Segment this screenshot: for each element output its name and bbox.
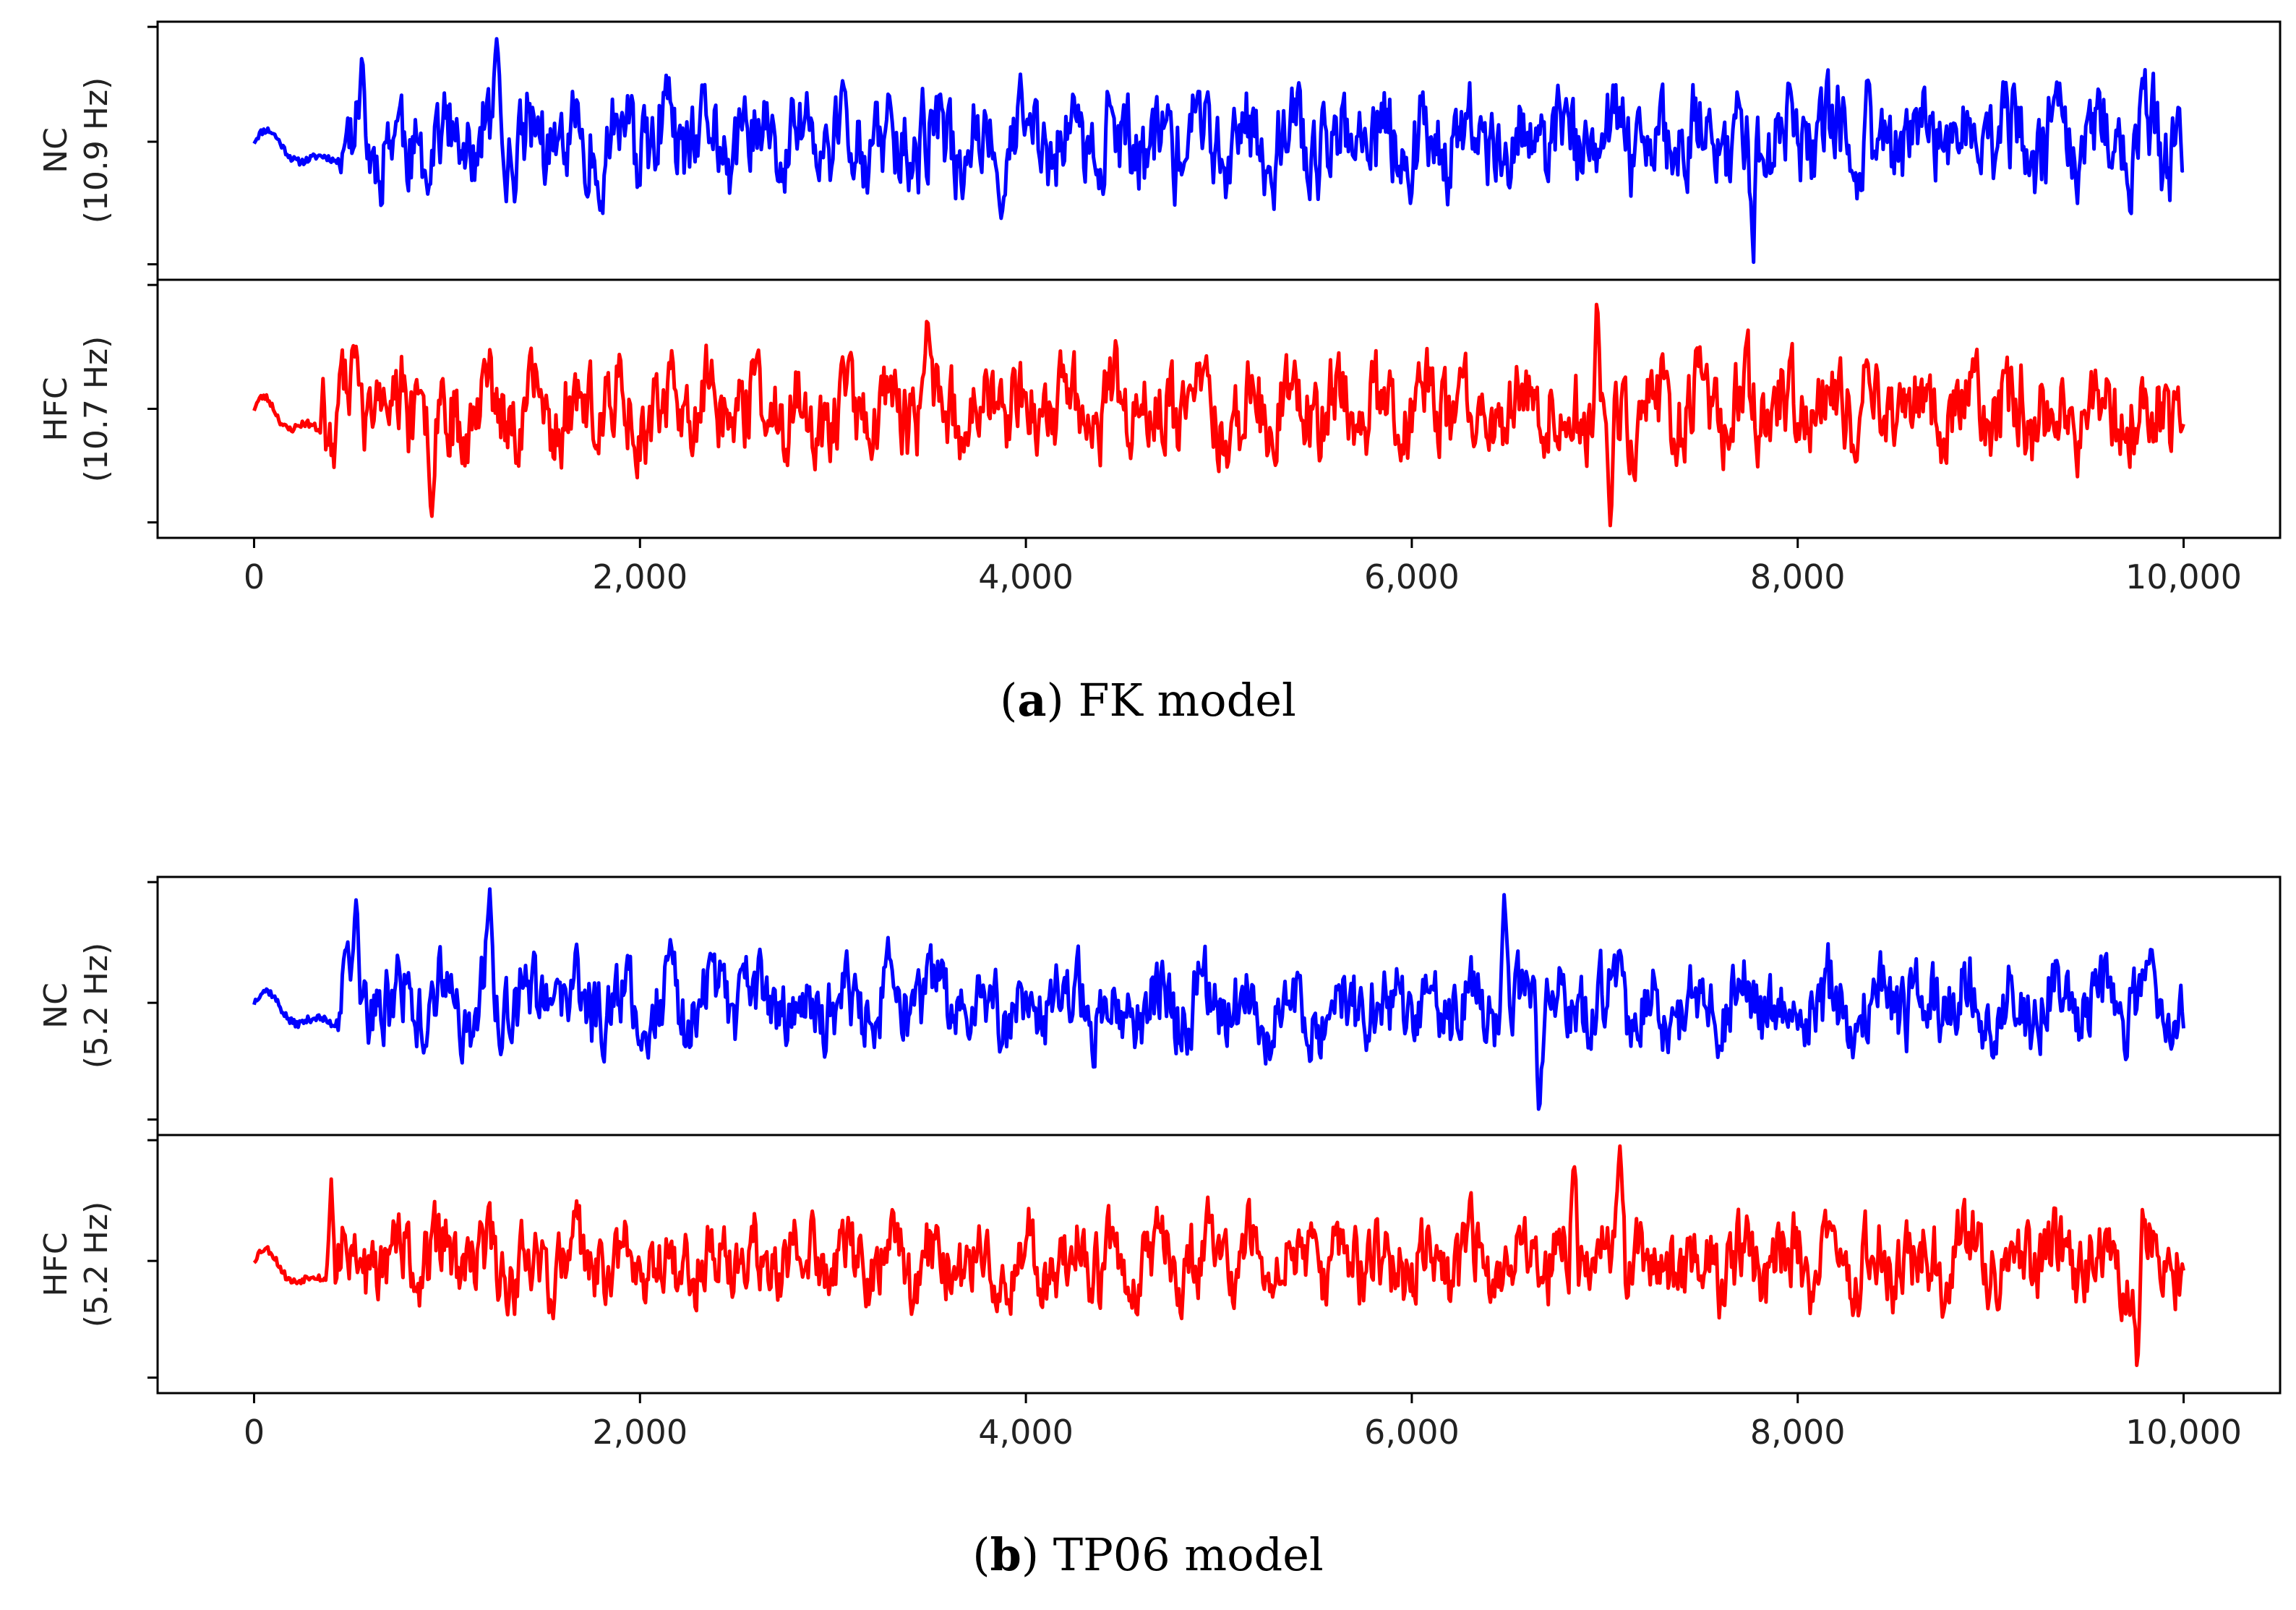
panel-a-hfc-freq: (10.7 Hz)	[78, 336, 115, 482]
panel-b-hfc-series	[252, 1144, 2185, 1367]
a-x-tick-label: 4,000	[978, 557, 1074, 596]
b-x-tick-label: 10,000	[2125, 1413, 2242, 1452]
b-x-tick-label: 2,000	[592, 1413, 687, 1452]
b-nc-line	[252, 887, 2185, 1111]
caption-a: (a) FK model	[1000, 674, 1296, 727]
panel-a-nc-freq: (10.9 Hz)	[78, 77, 115, 223]
b-hfc-line	[252, 1144, 2185, 1367]
panel-b-nc-freq: (5.2 Hz)	[78, 943, 115, 1069]
figure-b: 0 2,000 4,000 6,000 8,000 10,000 NC (5.2 Hz) …	[38, 875, 2282, 1581]
panel-b-hfc-frame	[156, 1134, 2282, 1395]
figure-a-x-axis: 0 2,000 4,000 6,000 8,000 10,000	[244, 538, 2242, 596]
figure-a: 0 2,000 4,000 6,000 8,000 10,000 NC (10.9 Hz)…	[38, 20, 2282, 727]
caption-b-text: TP06 model	[1053, 1528, 1324, 1581]
panel-b-nc-series	[252, 887, 2185, 1111]
figure-b-x-axis: 0 2,000 4,000 6,000 8,000 10,000	[244, 1393, 2242, 1452]
panel-a-hfc-label: HFC	[38, 377, 74, 441]
caption-a-text: FK model	[1078, 674, 1295, 727]
a-x-tick-label: 6,000	[1364, 557, 1460, 596]
panel-a-nc-y-ticks	[147, 25, 158, 266]
panel-b-hfc-label: HFC	[38, 1232, 74, 1296]
a-x-tick-label: 2,000	[592, 557, 687, 596]
panel-a-hfc-series	[252, 302, 2185, 528]
panel-a-nc-series	[252, 37, 2185, 265]
a-x-tick-label: 0	[244, 557, 265, 596]
b-x-tick-label: 8,000	[1750, 1413, 1846, 1452]
b-x-tick-label: 4,000	[978, 1413, 1074, 1452]
caption-b: (b) TP06 model	[972, 1528, 1323, 1581]
panel-b-nc-label: NC	[38, 982, 74, 1029]
panel-a-nc-label: NC	[38, 127, 74, 174]
panel-b-nc-y-ticks	[147, 881, 158, 1121]
b-x-tick-label: 6,000	[1364, 1413, 1460, 1452]
panel-a-hfc-y-ticks	[147, 283, 158, 524]
caption-a-letter: a	[1017, 674, 1046, 727]
a-x-tick-label: 8,000	[1750, 557, 1846, 596]
panel-b-hfc-freq: (5.2 Hz)	[78, 1202, 115, 1327]
a-x-tick-label: 10,000	[2125, 557, 2242, 596]
caption-b-letter: b	[990, 1528, 1021, 1581]
panel-b-hfc-y-ticks	[147, 1139, 158, 1379]
a-hfc-line	[252, 302, 2185, 528]
a-nc-line	[252, 37, 2185, 265]
b-x-tick-label: 0	[244, 1413, 265, 1452]
